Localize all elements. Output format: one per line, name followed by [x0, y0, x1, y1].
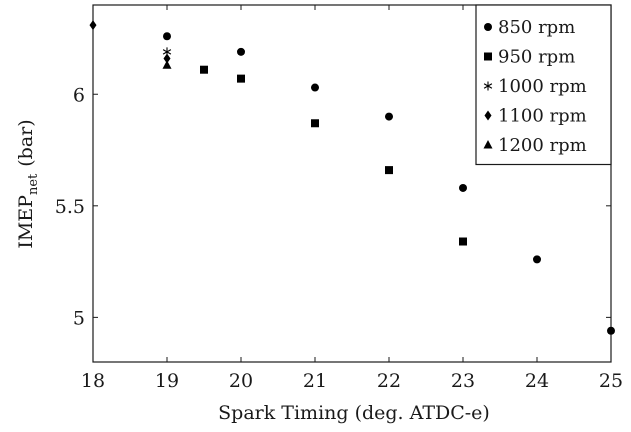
data-point-square	[311, 119, 319, 128]
data-point-square	[385, 166, 393, 175]
data-point-diamond	[163, 53, 171, 64]
x-tick-label: 21	[303, 370, 327, 392]
data-point-circle	[459, 183, 467, 192]
legend-marker-circle	[484, 23, 492, 31]
legend-marker-triangle	[483, 140, 493, 149]
data-point-circle	[607, 326, 615, 335]
data-point-circle	[237, 47, 245, 56]
y-axis-label-unit: (bar)	[15, 119, 37, 166]
x-tick-label: 23	[451, 370, 475, 392]
legend-label: 1100 rpm	[498, 106, 587, 127]
x-tick-label: 19	[155, 370, 179, 392]
data-point-circle	[163, 32, 171, 41]
x-axis-label: Spark Timing (deg. ATDC-e)	[218, 402, 490, 424]
legend-box	[475, 4, 612, 166]
data-point-triangle	[162, 60, 172, 69]
legend-marker-square	[484, 52, 492, 61]
data-points	[89, 20, 615, 335]
y-tick-label: 6	[73, 84, 85, 106]
data-point-square	[200, 65, 208, 74]
y-tick-label: 5	[73, 307, 85, 329]
legend-label: 1000 rpm	[498, 76, 587, 97]
axis-ticks: 18 19 20 21 22 23 24 25 5 5.5 6	[55, 5, 623, 392]
data-point-square	[237, 74, 245, 83]
data-point-circle	[533, 255, 541, 264]
x-tick-label: 25	[599, 370, 623, 392]
y-tick-label: 5.5	[55, 196, 85, 218]
legend-label: 1200 rpm	[498, 135, 587, 156]
x-tick-label: 22	[377, 370, 401, 392]
y-axis-label: IMEPnet (bar)	[15, 119, 41, 248]
legend-label: 850 rpm	[498, 17, 575, 38]
data-point-circle	[385, 112, 393, 121]
plot-area-border	[92, 4, 612, 363]
x-tick-label: 18	[81, 370, 105, 392]
x-tick-label: 20	[229, 370, 253, 392]
data-point-square	[459, 237, 467, 246]
y-axis-label-sub: net	[26, 173, 41, 195]
legend-label: 950 rpm	[498, 47, 575, 68]
legend-marker-diamond	[484, 110, 492, 121]
data-point-circle	[311, 83, 319, 92]
y-axis-label-main: IMEP	[15, 195, 37, 249]
plot-frame	[92, 4, 612, 363]
data-point-diamond	[89, 20, 97, 31]
x-tick-label: 24	[525, 370, 549, 392]
legend: 850 rpm 950 rpm 1000 rpm 1100 rpm 1200 rpm	[475, 4, 612, 166]
legend-marker-star	[483, 81, 493, 91]
